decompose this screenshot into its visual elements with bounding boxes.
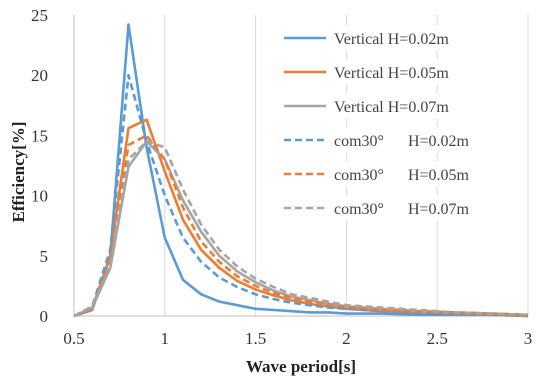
x-tick-label: 3 (524, 329, 533, 348)
x-tick-label: 2 (342, 329, 351, 348)
legend-label-2: Vertical H=0.05m (334, 65, 449, 82)
axes: 0.5 1 1.5 2 2.5 3 0 5 10 15 20 25 (31, 6, 532, 348)
x-tick-label: 2.5 (427, 329, 448, 348)
y-tick-label: 15 (31, 126, 48, 145)
series-lines (73, 23, 529, 318)
y-tick-label: 20 (31, 66, 48, 85)
series-line-1 (73, 23, 529, 318)
legend-label-3: Vertical H=0.07m (334, 99, 449, 116)
y-tick-label: 25 (31, 6, 48, 25)
legend-label-6: com30° H=0.07m (334, 201, 470, 218)
y-axis-title: Efficiency[%] (9, 121, 28, 222)
series-line-6 (73, 140, 529, 318)
x-tick-label: 1.5 (245, 329, 266, 348)
y-tick-label: 10 (31, 187, 48, 206)
x-tick-label: 0.5 (63, 329, 84, 348)
legend-label-5: com30° H=0.05m (334, 167, 470, 184)
legend: Vertical H=0.02m Vertical H=0.05m Vertical… (280, 25, 520, 221)
legend-label-1: Vertical H=0.02m (334, 31, 449, 48)
y-tick-label: 5 (40, 247, 49, 266)
y-tick-label: 0 (40, 307, 49, 326)
series-line-5 (73, 134, 529, 318)
x-tick-label: 1 (161, 329, 170, 348)
legend-label-4: com30° H=0.02m (334, 133, 470, 150)
x-axis-title: Wave period[s] (246, 357, 356, 376)
